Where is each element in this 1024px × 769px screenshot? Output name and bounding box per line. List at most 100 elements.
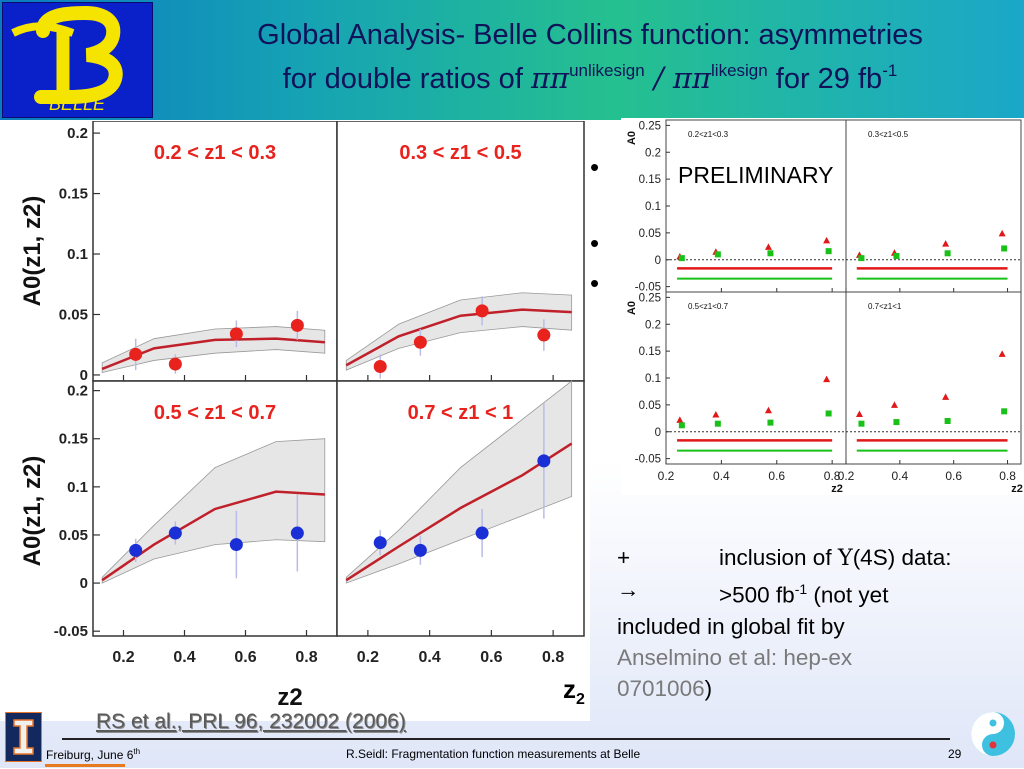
green-square-point [1001, 408, 1008, 415]
data-point [373, 359, 387, 373]
panel-frame [845, 291, 1022, 465]
y-tick-label: -0.05 [635, 282, 661, 294]
green-square-point [714, 251, 721, 258]
data-point [413, 335, 427, 349]
data-point [229, 327, 243, 341]
red-triangle-point [890, 401, 898, 408]
belle-logo: BELLE [2, 2, 153, 118]
x-tick-label: 0.8 [295, 649, 317, 666]
preliminary-double-ratio-figure: 0.2<z1<0.3 -0.05 0 0.05 0.1 0.15 0.2 0.25 0.3<z1… [621, 118, 1024, 495]
red-triangle-point [998, 229, 1006, 237]
footer-accent-line [45, 764, 125, 767]
illinois-logo [5, 712, 42, 762]
green-square-point [714, 420, 721, 427]
title-line-2: for double ratios of ππunlikesign / ππli… [282, 61, 898, 95]
data-point [475, 304, 489, 318]
y-tick-label: 0.1 [645, 201, 661, 213]
y-tick-label: 0.1 [645, 373, 661, 385]
x-tick-label: 0.2 [838, 469, 855, 483]
y-tick-label: 0.05 [639, 228, 661, 240]
note-line-5: 0701006) [617, 675, 713, 701]
illinois-logo-graphic [13, 719, 34, 755]
note-row-inclusion: + inclusion of Υ(4S) data: [617, 542, 1017, 574]
x-tick-label: 0.2 [112, 649, 134, 666]
kek-logo [968, 708, 1018, 764]
y-axis-label: A0 [626, 131, 638, 145]
title-line-1: Global Analysis- Belle Collins function:… [257, 19, 923, 51]
green-square-point [678, 255, 685, 262]
y-axis-label: A0(z1, z2) [19, 196, 46, 307]
green-square-point [893, 252, 900, 259]
y-tick-label: 0.2 [645, 147, 661, 159]
data-point [373, 536, 387, 550]
slide-title: Global Analysis- Belle Collins function:… [170, 18, 1010, 97]
data-point [129, 543, 143, 557]
preliminary-label: PRELIMINARY [676, 162, 836, 189]
panel-label: 0.7<z1<1 [868, 302, 902, 311]
note-line-3: included in global fit by [617, 613, 845, 639]
green-square-point [1001, 245, 1008, 252]
panel-frame [665, 291, 847, 465]
y-tick-label: 0.15 [639, 174, 661, 186]
panel-label: 0.5<z1<0.7 [688, 302, 729, 311]
fit-curve [345, 308, 572, 367]
green-square-point [767, 250, 774, 257]
footer-talk-title: R.Seidl: Fragmentation function measurem… [346, 747, 641, 761]
x-tick-label: 0.4 [173, 649, 195, 666]
y-tick-label: 0.05 [639, 400, 661, 412]
note-line-4: Anselmino et al: hep-ex [617, 644, 853, 670]
red-triangle-point [942, 240, 950, 247]
red-triangle-point [823, 236, 831, 244]
x-tick-label: 0.2 [357, 649, 379, 666]
z2-axis-label-right: z2 [563, 674, 585, 709]
red-triangle-point [712, 411, 720, 418]
bullet-point: • [590, 152, 600, 182]
y-tick-label: 0 [80, 367, 88, 384]
data-point [475, 526, 489, 540]
panel-label: 0.2 < z1 < 0.3 [154, 142, 276, 164]
notes-text: + inclusion of Υ(4S) data: → >500 fb-1 (… [617, 542, 1017, 704]
arrow-icon: → [617, 577, 640, 602]
y-tick-label: 0.1 [67, 246, 88, 263]
bullet-point: • [590, 228, 600, 258]
kek-logo-graphic [971, 712, 1015, 756]
panel-label: 0.7 < z1 < 1 [408, 402, 514, 424]
note-row-luminosity: → >500 fb-1 (not yet [617, 574, 1017, 611]
green-square-point [825, 248, 832, 255]
double-ratio-plot: 0.2<z1<0.3 -0.05 0 0.05 0.1 0.15 0.2 0.25 0.3<z1… [626, 119, 1023, 495]
fit-uncertainty-band [345, 292, 573, 371]
data-point [168, 526, 182, 540]
y-axis-label: A0 [626, 301, 638, 315]
data-point [290, 318, 304, 332]
y-tick-label: 0.2 [67, 125, 88, 142]
data-point [129, 347, 143, 361]
green-square-point [944, 250, 951, 257]
green-square-point [858, 420, 865, 427]
belle-logo-graphic: BELLE [11, 5, 123, 114]
reference-link[interactable]: RS et al., PRL 96, 232002 (2006) [96, 710, 406, 733]
panel-label: 0.3<z1<0.5 [868, 130, 909, 139]
fit-uncertainty-band [345, 380, 573, 584]
bullet-point: • [590, 268, 600, 298]
y-tick-label: 0 [655, 427, 661, 439]
green-square-point [858, 255, 865, 262]
slide-header: BELLE Global Analysis- Belle Collins fun… [0, 0, 1024, 120]
panel-label: 0.5 < z1 < 0.7 [154, 402, 276, 424]
y-tick-label: 0.05 [59, 527, 88, 544]
y-tick-label: 0.25 [639, 292, 661, 304]
red-triangle-point [823, 375, 831, 383]
data-point [168, 357, 182, 371]
collins-fit-figure: 0.2 < z1 < 0.3 0 0.05 0.1 0.15 0.2 0.3 < z1 < … [0, 120, 590, 721]
x-tick-label: 0.4 [892, 469, 909, 483]
svg-text:BELLE: BELLE [49, 94, 106, 114]
x-tick-label: 0.6 [768, 469, 785, 483]
x-axis-label: z2 [831, 483, 843, 495]
panel-label: 0.2<z1<0.3 [688, 130, 729, 139]
red-triangle-point [764, 406, 772, 414]
x-tick-label: 0.2 [658, 469, 675, 483]
red-triangle-point [942, 393, 950, 400]
x-tick-label: 0.4 [713, 469, 730, 483]
green-square-point [893, 419, 900, 426]
data-point [537, 328, 551, 342]
y-tick-label: 0.25 [639, 120, 661, 132]
